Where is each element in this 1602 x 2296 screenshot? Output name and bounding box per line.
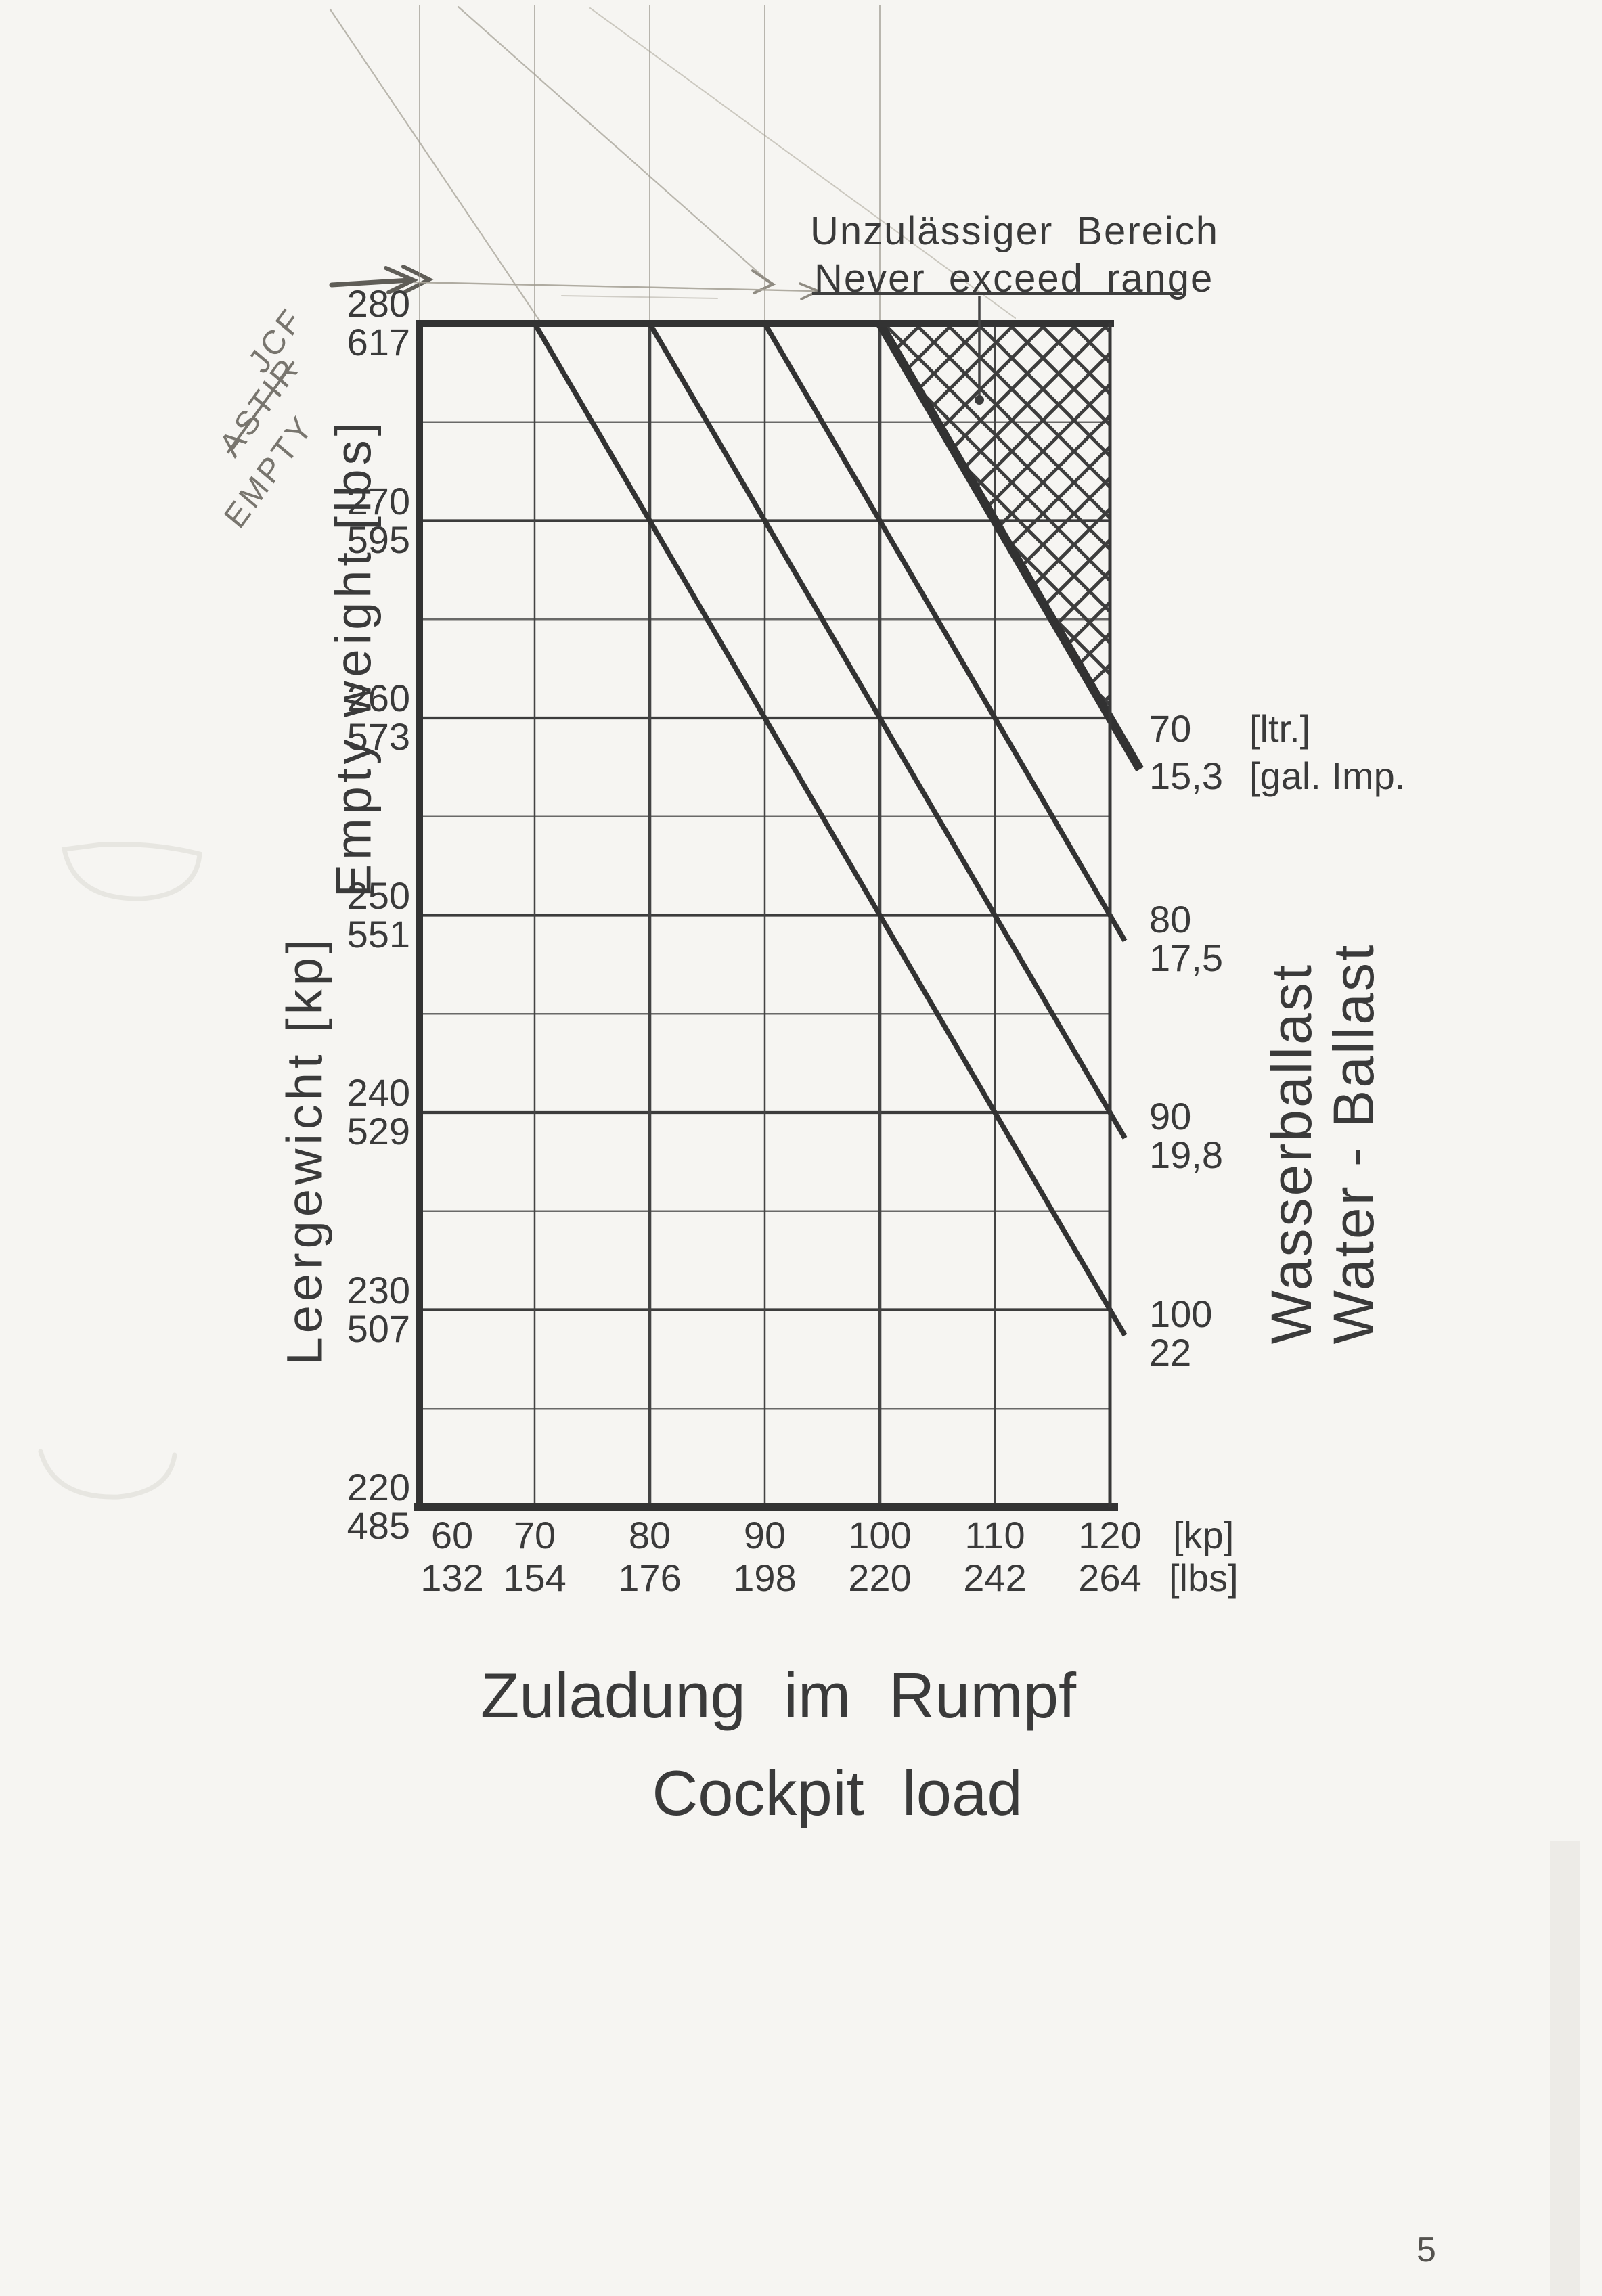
- water-ballast-90-label-2: 19,8: [1149, 1135, 1249, 1174]
- water-ballast-90-label: 90: [1149, 1097, 1249, 1135]
- chart-border: [414, 320, 1118, 1511]
- water-ballast-70-label: 70 [ltr.]: [1149, 709, 1310, 748]
- x-tick-lbs-90: 198: [733, 1556, 797, 1599]
- x-tick-kp-80: 80: [628, 1514, 671, 1556]
- y-tick-label-280: 280 617: [257, 284, 410, 361]
- water-ballast-100-gallons: 22: [1149, 1330, 1192, 1374]
- right-axis-title-de: Wasserballast: [1260, 962, 1323, 1345]
- right-axis-title-en: Water - Ballast: [1322, 943, 1385, 1345]
- chart-title-underline: [812, 292, 1182, 295]
- y-tick-label-230: 230 507: [257, 1271, 410, 1348]
- pencil-horizontal-line-2: [561, 295, 718, 299]
- x-tick-kp-100: 100: [848, 1514, 912, 1556]
- pencil-diagonal-1: [329, 8, 543, 325]
- pencil-marks: [329, 5, 1016, 325]
- y-tick-lbs: 595: [347, 518, 410, 561]
- y-tick-kp: 260: [347, 677, 410, 719]
- title-leader-dot: [975, 395, 984, 405]
- x-tick-kp-60: 60: [430, 1514, 474, 1556]
- water-ballast-90-line: [647, 322, 1128, 1140]
- water-ballast-80-liters: 80: [1149, 897, 1192, 941]
- water-ballast-100-liters: 100: [1149, 1292, 1213, 1335]
- y-tick-kp: 230: [347, 1268, 410, 1311]
- water-ballast-90-liters: 90: [1149, 1095, 1192, 1138]
- pencil-horizontal-line: [413, 281, 817, 292]
- water-ballast-80-label-2: 17,5: [1149, 939, 1249, 977]
- y-tick-label-240: 240 529: [257, 1073, 410, 1150]
- y-tick-label-220: 220 485: [257, 1468, 410, 1545]
- punch-hole-mark-bottom: [38, 1449, 177, 1500]
- water-ballast-90-gallons: 19,8: [1149, 1133, 1223, 1176]
- y-tick-lbs: 551: [347, 912, 410, 955]
- page-number: 5: [1417, 2230, 1436, 2270]
- scan-artifacts: [38, 842, 1580, 2296]
- water-ballast-100-line: [532, 322, 1128, 1337]
- water-ballast-lines: [532, 321, 1144, 1337]
- x-axis-unit-kp: [kp]: [1173, 1514, 1234, 1556]
- x-tick-kp-120: 120: [1078, 1514, 1142, 1556]
- handwriting-arrowhead-1: [384, 266, 419, 294]
- x-tick-lbs-80: 176: [618, 1556, 682, 1599]
- y-tick-lbs: 485: [347, 1504, 410, 1547]
- x-tick-lbs-120: 264: [1078, 1556, 1142, 1599]
- water-ballast-80-label: 80: [1149, 900, 1249, 939]
- x-tick-kp-70: 70: [513, 1514, 556, 1556]
- x-tick-kp-110: 110: [964, 1514, 1025, 1556]
- y-tick-kp: 250: [347, 874, 410, 917]
- handwriting-arrow-shaft: [329, 277, 413, 288]
- water-ballast-100-label-2: 22: [1149, 1333, 1249, 1372]
- water-ballast-70-gallons: 15,3: [1149, 755, 1223, 797]
- right-axis-title: Wasserballast Water - Ballast: [1260, 943, 1385, 1345]
- x-tick-lbs-60: 132: [420, 1556, 484, 1599]
- y-tick-lbs: 529: [347, 1110, 410, 1152]
- x-tick-lbs-110: 242: [963, 1556, 1027, 1599]
- water-ballast-80-line: [762, 322, 1128, 943]
- x-axis-title-de: Zuladung im Rumpf: [480, 1660, 1077, 1731]
- x-tick-kp-90: 90: [743, 1514, 786, 1556]
- y-tick-kp: 240: [347, 1071, 410, 1114]
- y-tick-lbs: 617: [347, 321, 410, 363]
- handwriting-arrowhead-2: [401, 265, 434, 294]
- y-tick-label-250: 250 551: [257, 876, 410, 953]
- water-ballast-70-liters: 70: [1149, 707, 1192, 750]
- y-tick-label-270: 270 595: [257, 482, 410, 559]
- scan-edge-smudge: [1550, 1841, 1580, 2296]
- y-tick-lbs: 507: [347, 1307, 410, 1350]
- water-ballast-70-label-2: 15,3 [gal. Imp.: [1149, 757, 1405, 795]
- water-ballast-100-label: 100: [1149, 1295, 1249, 1333]
- water-ballast-80-gallons: 17,5: [1149, 936, 1223, 979]
- chart-title-de: Unzulässiger Bereich: [810, 209, 1220, 253]
- water-ballast-70-line: [876, 321, 1144, 772]
- punch-hole-mark-top: [61, 842, 202, 901]
- water-ballast-70-gallons-unit: [gal. Imp.: [1249, 755, 1406, 797]
- x-axis-unit-lbs: [lbs]: [1169, 1556, 1239, 1599]
- y-tick-kp: 220: [347, 1466, 410, 1508]
- pencil-diagonal-2: [457, 5, 773, 286]
- y-tick-kp: 280: [347, 282, 410, 325]
- x-tick-lbs-100: 220: [848, 1556, 912, 1599]
- water-ballast-70-liters-unit: [ltr.]: [1249, 707, 1311, 750]
- y-tick-label-260: 260 573: [257, 679, 410, 756]
- pencil-arrowhead-right: [799, 282, 822, 300]
- pencil-diagonal-3: [589, 7, 1016, 319]
- x-axis-title-en: Cockpit load: [652, 1757, 1023, 1828]
- y-tick-lbs: 573: [347, 715, 410, 758]
- y-tick-kp: 270: [347, 479, 410, 522]
- title-leader: [975, 296, 984, 405]
- x-tick-lbs-70: 154: [503, 1556, 566, 1599]
